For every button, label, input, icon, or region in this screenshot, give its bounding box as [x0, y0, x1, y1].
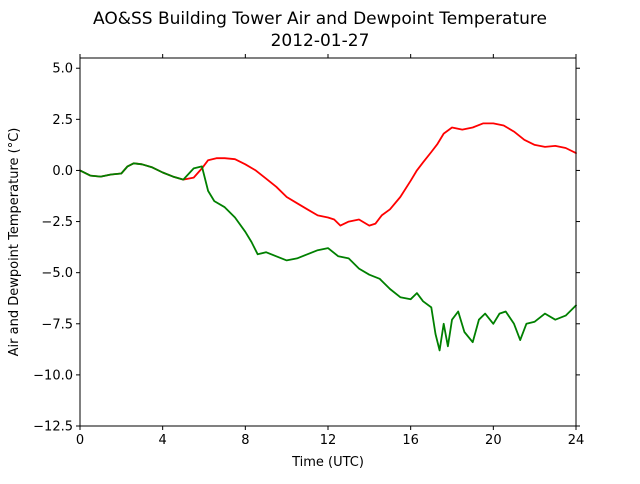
y-tick-label: 0.0 — [52, 164, 73, 179]
series-line-2 — [79, 162, 577, 352]
ticks-layer: 0 4 8 12 16 20 24 −12.5 −10.0 −7.5 −5.0 −2.5 0.0 2.5 5… — [33, 54, 584, 448]
y-tick-label: −5.0 — [41, 266, 73, 281]
x-tick-label: 20 — [485, 433, 502, 448]
y-tick-label: −12.5 — [33, 420, 73, 435]
x-tick-label: 12 — [320, 433, 337, 448]
y-tick-label: −10.0 — [33, 368, 73, 383]
x-tick-label: 24 — [568, 433, 585, 448]
y-tick-label: −2.5 — [41, 215, 73, 230]
y-tick-label: 2.5 — [52, 113, 73, 128]
y-tick-label: −7.5 — [41, 317, 73, 332]
y-axis-label: Air and Dewpoint Temperature (°C) — [7, 128, 22, 357]
chart-subtitle: 2012-01-27 — [271, 31, 370, 51]
x-axis-label: Time (UTC) — [291, 455, 364, 470]
plot-frame — [79, 57, 577, 427]
y-tick-label: 5.0 — [52, 62, 73, 77]
chart-title: AO&SS Building Tower Air and Dewpoint Te… — [93, 9, 547, 29]
x-tick-label: 4 — [159, 433, 167, 448]
series-layer — [79, 122, 577, 352]
series-line-1 — [79, 122, 577, 227]
x-tick-label: 16 — [402, 433, 419, 448]
x-tick-label: 8 — [241, 433, 249, 448]
x-tick-label: 0 — [76, 433, 84, 448]
